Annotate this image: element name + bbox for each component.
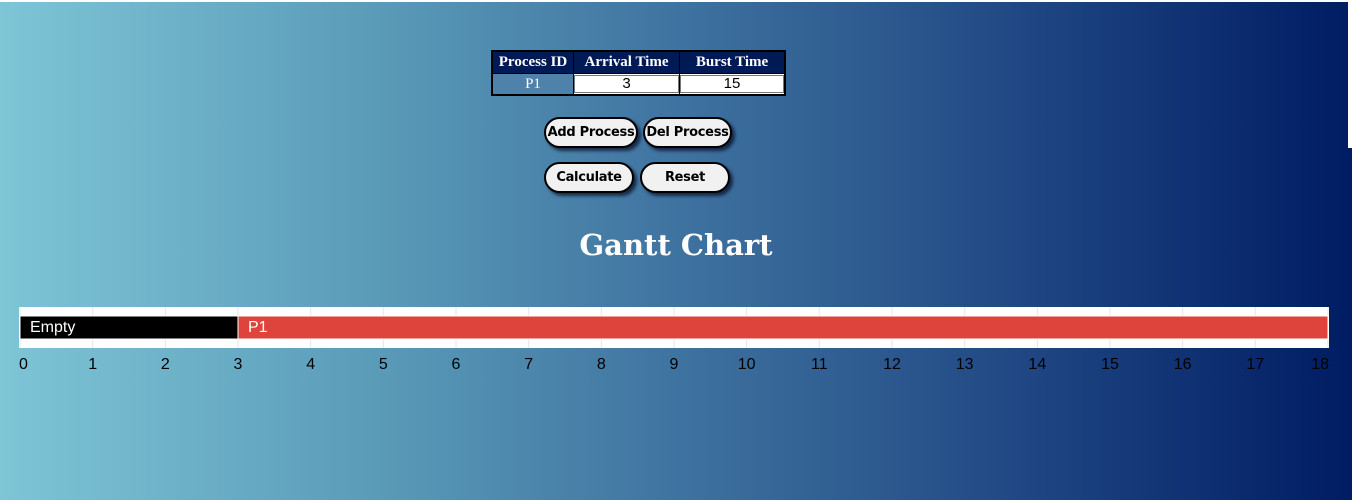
- tick-label: 7: [524, 356, 533, 373]
- del-process-button[interactable]: Del Process: [643, 117, 732, 148]
- tick-label: 12: [883, 356, 901, 373]
- reset-button[interactable]: Reset: [640, 162, 730, 193]
- header-process-id: Process ID: [491, 50, 574, 74]
- tick-label: 18: [1311, 356, 1329, 373]
- tick-label: 16: [1174, 356, 1192, 373]
- table-row: P1: [491, 73, 786, 96]
- tick-label: 5: [379, 356, 388, 373]
- tick-label: 1: [88, 356, 97, 373]
- tick-label: 6: [452, 356, 461, 373]
- gantt-chart: Empty P1 0 1 2 3 4 5 6 7 8 9 10 11 12 13 14 15 16 17 18: [19, 307, 1329, 373]
- gantt-axis: 0 1 2 3 4 5 6 7 8 9 10 11 12 13 14 15 16 17 18: [19, 356, 1329, 373]
- tick-label: 13: [956, 356, 974, 373]
- calculate-button[interactable]: Calculate: [544, 162, 634, 193]
- gantt-segment-p1: [237, 315, 1329, 340]
- header-burst-time: Burst Time: [679, 50, 786, 74]
- window-top-border: [0, 0, 1352, 2]
- arrival-time-cell: [573, 73, 680, 96]
- gantt-chart-title: Gantt Chart: [579, 228, 773, 262]
- gantt-segment-label: Empty: [30, 319, 75, 336]
- tick-label: 9: [670, 356, 679, 373]
- burst-time-input[interactable]: [680, 74, 784, 93]
- gantt-segment-label: P1: [248, 319, 268, 336]
- tick-label: 15: [1101, 356, 1119, 373]
- burst-time-cell: [679, 73, 786, 96]
- tick-label: 10: [738, 356, 756, 373]
- arrival-time-input[interactable]: [574, 74, 679, 93]
- process-id-cell: P1: [491, 73, 574, 96]
- tick-label: 14: [1028, 356, 1046, 373]
- tick-label: 8: [597, 356, 606, 373]
- tick-label: 3: [234, 356, 243, 373]
- table-header-row: Process ID Arrival Time Burst Time: [491, 50, 786, 74]
- add-process-button[interactable]: Add Process: [544, 117, 638, 148]
- header-arrival-time: Arrival Time: [573, 50, 680, 74]
- window-right-border: [1348, 0, 1352, 148]
- tick-label: 2: [161, 356, 170, 373]
- tick-label: 17: [1246, 356, 1264, 373]
- tick-label: 4: [306, 356, 315, 373]
- process-table: Process ID Arrival Time Burst Time P1: [491, 50, 786, 96]
- tick-label: 0: [19, 356, 28, 373]
- tick-label: 11: [811, 356, 828, 373]
- gantt-segments: Empty P1: [19, 315, 1329, 340]
